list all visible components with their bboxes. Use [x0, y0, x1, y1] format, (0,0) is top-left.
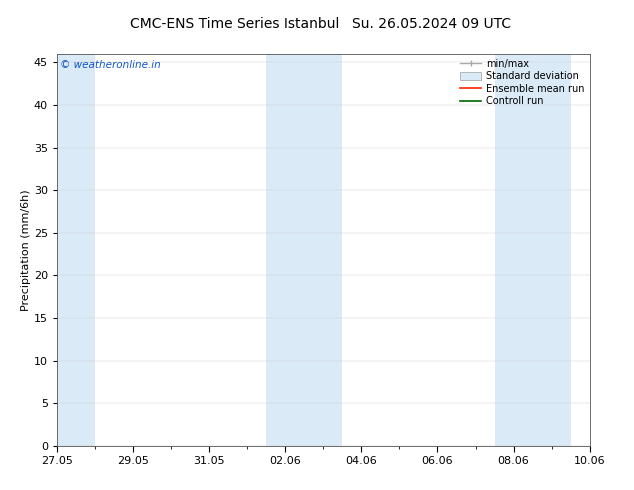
Text: © weatheronline.in: © weatheronline.in [60, 60, 160, 70]
Legend: min/max, Standard deviation, Ensemble mean run, Controll run: min/max, Standard deviation, Ensemble me… [456, 55, 588, 110]
Y-axis label: Precipitation (mm/6h): Precipitation (mm/6h) [21, 189, 31, 311]
Text: CMC-ENS Time Series Istanbul: CMC-ENS Time Series Istanbul [130, 17, 339, 31]
Bar [495, 54, 571, 446]
Text: Su. 26.05.2024 09 UTC: Su. 26.05.2024 09 UTC [352, 17, 510, 31]
Bar [55, 54, 95, 446]
Bar [266, 54, 342, 446]
